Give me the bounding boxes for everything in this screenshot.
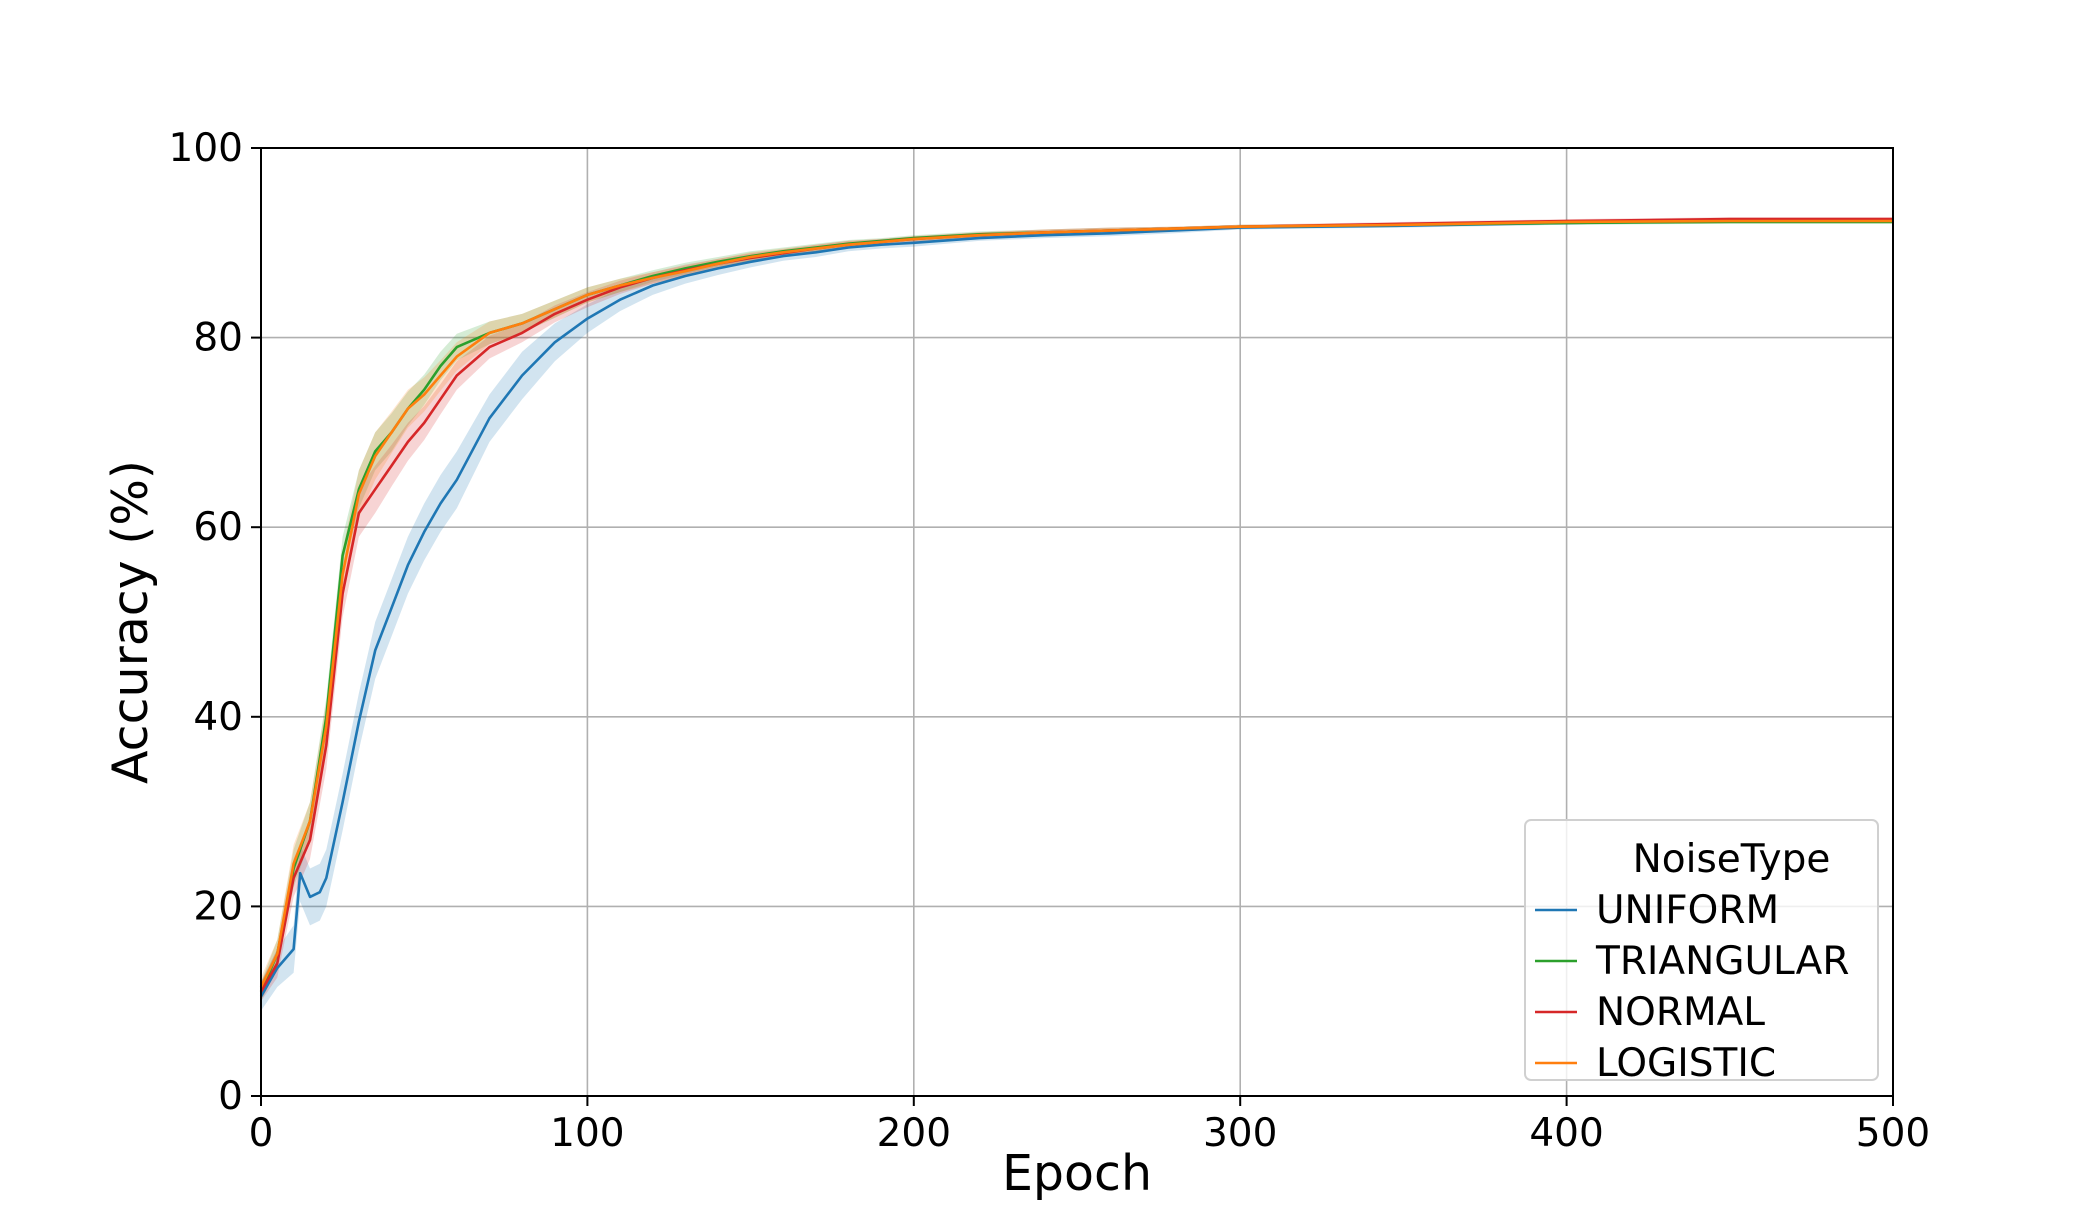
x-tick-label: 300 [1203, 1111, 1277, 1156]
series-line-logistic [259, 219, 1893, 988]
axis-ticks: 0 100 200 300 400 500 0 20 40 60 80 100 [169, 126, 1931, 1156]
legend: NoiseType UNIFORM TRIANGULAR NORMAL LOGISTI… [1524, 819, 1879, 1086]
legend-label-normal: NORMAL [1596, 990, 1765, 1035]
y-tick-label: 60 [193, 505, 243, 550]
legend-label-uniform: UNIFORM [1596, 888, 1779, 933]
plot-frame [260, 147, 1894, 1097]
legend-label-triangular: TRIANGULAR [1595, 939, 1849, 984]
y-tick-label: 0 [218, 1074, 243, 1119]
x-tick-label: 500 [1856, 1111, 1930, 1156]
x-tick-label: 400 [1529, 1111, 1603, 1156]
y-axis-title: Accuracy (%) [102, 460, 159, 784]
series-lines [259, 217, 1893, 998]
legend-box [1524, 819, 1879, 1081]
y-tick-label: 80 [193, 316, 243, 361]
legend-title: NoiseType [1633, 837, 1831, 882]
x-axis-title: Epoch [1002, 1145, 1152, 1202]
x-tick-label: 200 [877, 1111, 951, 1156]
y-tick-label: 20 [193, 884, 243, 929]
series-line-uniform [259, 219, 1893, 998]
y-tick-label: 40 [193, 695, 243, 740]
x-tick-label: 100 [550, 1111, 624, 1156]
legend-label-logistic: LOGISTIC [1596, 1041, 1776, 1086]
y-tick-label: 100 [169, 126, 243, 171]
legend-items: UNIFORM TRIANGULAR NORMAL LOGISTIC [1535, 888, 1849, 1086]
x-tick-label: 0 [249, 1111, 274, 1156]
